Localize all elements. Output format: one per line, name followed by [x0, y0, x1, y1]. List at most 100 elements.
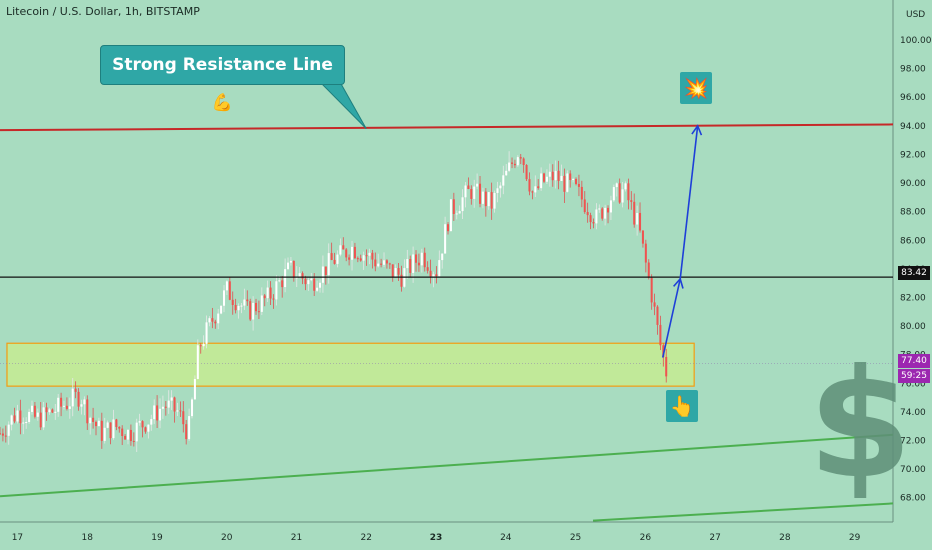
candle-body — [124, 435, 127, 440]
candle-body — [71, 388, 74, 407]
candle-body — [158, 408, 162, 421]
flexed-biceps-icon: 💪 — [211, 93, 234, 113]
candle-body — [487, 192, 490, 207]
candle-body — [449, 199, 452, 232]
candle-body — [452, 199, 455, 214]
candle-body — [112, 419, 115, 439]
candle-body — [54, 411, 57, 413]
current-price-tag: 77.40 — [898, 354, 930, 368]
x-tick-label: 19 — [151, 533, 163, 543]
candle-body — [513, 163, 516, 166]
candle-body — [647, 262, 650, 278]
candle-body — [345, 249, 348, 258]
candle-body — [476, 183, 479, 187]
candle-body — [353, 246, 356, 259]
candle-body — [246, 299, 249, 302]
candle-body — [211, 318, 214, 322]
support-trend-line — [0, 433, 894, 498]
candle-body — [316, 287, 319, 291]
y-tick-label: 86.00 — [900, 236, 926, 246]
candle-body — [447, 224, 450, 232]
candle-body — [269, 287, 272, 299]
candle-body — [324, 266, 327, 276]
candle-body — [214, 321, 217, 324]
candle-body — [572, 178, 575, 181]
y-tick-label: 68.00 — [900, 494, 926, 504]
candle-body — [583, 199, 586, 213]
candle-body — [406, 259, 409, 269]
candle-body — [473, 186, 476, 199]
candle-body — [391, 264, 394, 277]
candle-body — [28, 411, 31, 422]
candle-body — [150, 419, 153, 425]
candle-body — [252, 302, 255, 320]
candle-body — [461, 197, 464, 212]
candle-body — [121, 428, 124, 436]
y-tick-label: 72.00 — [900, 436, 926, 446]
candle-body — [126, 429, 130, 440]
candle-body — [284, 269, 287, 288]
lower-support-trend-line — [592, 502, 894, 522]
candle-body — [42, 407, 45, 428]
candle-body — [292, 260, 295, 278]
y-tick-label: 76.00 — [900, 379, 926, 389]
candle-body — [60, 397, 63, 407]
candle-body — [234, 304, 237, 311]
candle-body — [479, 183, 482, 204]
x-tick-label: 25 — [570, 533, 581, 543]
candle-body — [644, 243, 647, 263]
candle-body — [607, 207, 610, 213]
callout-box: Strong Resistance Line 💪 — [100, 45, 345, 113]
candle-body — [528, 179, 531, 192]
candle-body — [275, 281, 278, 300]
x-tick-label: 20 — [221, 533, 233, 543]
y-tick-label: 94.00 — [900, 122, 926, 132]
candle-body — [586, 212, 589, 216]
candle-body — [254, 302, 258, 312]
candle-body — [627, 183, 630, 201]
candle-body — [228, 281, 231, 300]
candle-body — [653, 302, 656, 307]
candle-body — [502, 175, 505, 186]
candle-body — [220, 305, 223, 314]
callout-pointer — [318, 81, 367, 130]
y-tick-label: 70.00 — [900, 465, 926, 475]
candle-body — [161, 406, 164, 409]
candle-body — [1, 433, 4, 436]
candle-body — [77, 391, 80, 407]
candle-body — [295, 277, 298, 279]
candle-body — [339, 245, 342, 255]
candle-body — [618, 183, 621, 203]
candle-body — [362, 255, 365, 261]
candle-body — [598, 208, 601, 210]
candle-body — [438, 260, 441, 277]
candle-body — [231, 299, 234, 305]
candle-body — [62, 405, 66, 407]
explosion-icon: 💥 — [680, 72, 712, 104]
candle-body — [188, 416, 191, 440]
x-tick-label: 27 — [709, 533, 720, 543]
candle-body — [342, 245, 345, 250]
candle-body — [665, 356, 668, 377]
candle-body — [548, 171, 551, 177]
candle-body — [377, 263, 380, 267]
candle-body — [74, 388, 77, 392]
candle-body — [132, 441, 135, 443]
candle-body — [441, 253, 444, 261]
candle-body — [537, 186, 540, 189]
candle-body — [327, 253, 330, 276]
candle-body — [16, 410, 19, 422]
candle-body — [304, 278, 307, 285]
candle-body — [589, 215, 592, 223]
candle-body — [359, 258, 362, 261]
candle-body — [321, 266, 324, 283]
candle-body — [225, 281, 228, 291]
candle-body — [202, 343, 205, 347]
candle-body — [33, 405, 36, 417]
candle-body — [65, 405, 68, 409]
x-tick-label: 24 — [500, 533, 512, 543]
candle-body — [551, 171, 554, 181]
candle-body — [525, 164, 528, 180]
candle-body — [86, 399, 89, 424]
